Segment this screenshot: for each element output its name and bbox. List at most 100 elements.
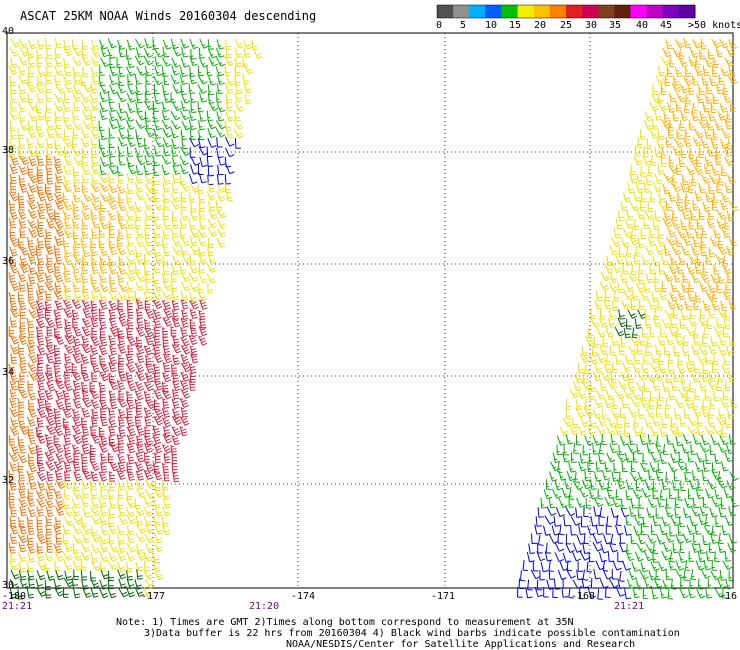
wind-barb bbox=[36, 39, 45, 50]
colorbar-segment bbox=[453, 5, 470, 18]
wind-barb bbox=[688, 119, 695, 131]
wind-barb bbox=[36, 353, 44, 365]
wind-barb bbox=[134, 362, 145, 373]
wind-barb bbox=[171, 264, 179, 275]
wind-barb bbox=[17, 209, 27, 220]
wind-barb bbox=[10, 344, 20, 355]
wind-barb bbox=[108, 524, 118, 535]
wind-barb bbox=[722, 389, 729, 401]
wind-barb bbox=[108, 335, 117, 346]
wind-barb bbox=[54, 253, 63, 265]
wind-barb bbox=[180, 317, 189, 328]
wind-barb bbox=[587, 426, 596, 437]
wind-barb bbox=[670, 380, 679, 392]
wind-barb bbox=[126, 434, 136, 445]
wind-barb bbox=[118, 578, 127, 589]
wind-barb bbox=[605, 354, 612, 366]
wind-barb bbox=[234, 38, 244, 49]
wind-barb bbox=[81, 326, 92, 337]
wind-barb bbox=[604, 263, 614, 274]
wind-barb bbox=[162, 345, 171, 356]
wind-barb bbox=[244, 93, 252, 105]
wind-barb bbox=[153, 408, 164, 418]
wind-barb bbox=[163, 209, 169, 220]
wind-barb bbox=[117, 480, 126, 491]
wind-barb bbox=[117, 561, 126, 572]
colorbar-segment bbox=[469, 5, 486, 18]
wind-barb bbox=[717, 542, 726, 553]
wind-barb bbox=[216, 74, 225, 85]
wind-barb bbox=[624, 452, 633, 463]
wind-barb bbox=[634, 146, 642, 157]
wind-barb bbox=[633, 254, 641, 265]
wind-barb bbox=[710, 102, 717, 114]
wind-barb bbox=[144, 372, 154, 383]
wind-barb bbox=[585, 498, 592, 509]
wind-barb bbox=[614, 326, 625, 337]
wind-barb bbox=[81, 39, 88, 50]
wind-barb bbox=[625, 318, 632, 330]
wind-barb bbox=[27, 253, 37, 265]
wind-barb bbox=[646, 372, 656, 383]
wind-barb bbox=[657, 299, 663, 311]
wind-barb bbox=[645, 245, 655, 256]
wind-barb bbox=[54, 118, 62, 130]
wind-barb bbox=[670, 516, 681, 527]
wind-barb bbox=[81, 525, 92, 535]
wind-barb bbox=[19, 371, 26, 383]
wind-barb bbox=[63, 174, 71, 186]
wind-barb bbox=[215, 56, 226, 67]
wind-barb bbox=[207, 227, 218, 238]
wind-barb bbox=[619, 407, 626, 419]
colorbar-segment bbox=[485, 5, 502, 18]
wind-barb bbox=[206, 156, 214, 167]
wind-barb bbox=[89, 452, 96, 463]
wind-barb bbox=[630, 533, 637, 545]
wind-barb bbox=[90, 399, 100, 409]
wind-barb bbox=[172, 47, 183, 57]
wind-barb bbox=[27, 524, 35, 536]
wind-barb bbox=[171, 156, 180, 167]
wind-barb bbox=[162, 290, 173, 301]
wind-barb bbox=[647, 534, 657, 544]
wind-barb bbox=[63, 57, 71, 68]
wind-barb bbox=[135, 308, 144, 320]
wind-barb bbox=[710, 336, 718, 347]
wind-barb bbox=[610, 408, 621, 419]
wind-barb bbox=[100, 525, 109, 536]
wind-barb bbox=[135, 173, 143, 184]
wind-barb bbox=[719, 38, 729, 49]
wind-barb bbox=[55, 570, 64, 581]
wind-barb bbox=[145, 84, 152, 95]
wind-barb bbox=[710, 434, 720, 446]
wind-barb bbox=[18, 471, 25, 482]
wind-barb bbox=[54, 209, 60, 220]
wind-barb bbox=[53, 263, 61, 274]
wind-barb bbox=[27, 75, 34, 86]
wind-barb bbox=[117, 201, 127, 212]
wind-barb bbox=[631, 327, 638, 339]
wind-barb bbox=[118, 587, 129, 598]
wind-barb bbox=[717, 471, 724, 483]
wind-barb bbox=[558, 497, 568, 508]
wind-barb bbox=[153, 443, 163, 454]
wind-barb bbox=[675, 101, 682, 112]
wind-barb bbox=[704, 390, 711, 401]
wind-barb bbox=[36, 506, 45, 517]
wind-barb bbox=[45, 336, 53, 347]
wind-barb bbox=[154, 525, 164, 535]
wind-barb bbox=[680, 219, 688, 231]
wind-barb bbox=[621, 461, 628, 473]
wind-barb bbox=[698, 345, 709, 356]
wind-barb bbox=[702, 264, 709, 276]
wind-barb bbox=[126, 533, 136, 544]
wind-barb bbox=[46, 470, 54, 482]
wind-barb bbox=[602, 560, 609, 572]
wind-barb bbox=[28, 434, 37, 445]
wind-barb bbox=[90, 273, 97, 285]
wind-barb bbox=[225, 83, 234, 94]
wind-barb bbox=[725, 111, 732, 123]
wind-barb bbox=[705, 83, 713, 95]
wind-barb bbox=[717, 345, 727, 356]
wind-barb bbox=[28, 453, 35, 464]
